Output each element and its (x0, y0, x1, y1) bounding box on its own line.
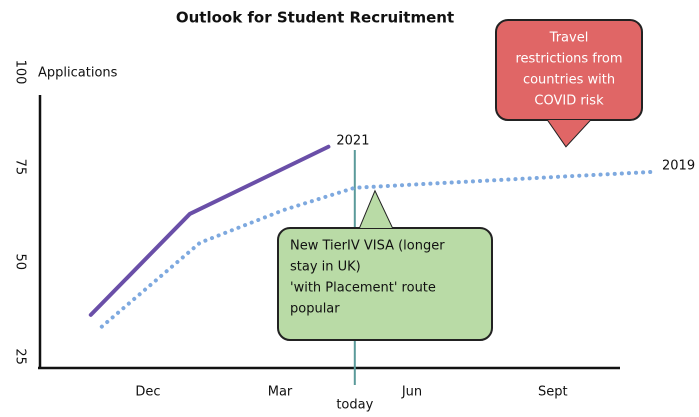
y-tick-label: 100 (13, 60, 28, 85)
callout-text: countries with (523, 73, 615, 88)
callout-text: 'with Placement' route (290, 281, 436, 296)
today-label: today (336, 398, 373, 413)
series-label: 2021 (336, 133, 369, 148)
x-tick-label: Mar (268, 385, 293, 400)
series-line (88, 144, 331, 317)
callout-text: popular (290, 302, 340, 317)
y-tick-label: 25 (13, 348, 28, 365)
series-label: 2019 (662, 158, 695, 173)
x-tick-label: Sept (538, 385, 568, 400)
y-axis-label: Applications (38, 66, 118, 81)
y-tick-label: 75 (13, 159, 28, 176)
x-tick-label: Dec (135, 385, 160, 400)
x-tick-label: Jun (401, 385, 422, 400)
callout-joint (548, 120, 590, 146)
callout-text: Travel (549, 31, 589, 46)
callout-text: New TierIV VISA (longer (290, 239, 445, 254)
callout-text: stay in UK) (290, 260, 361, 275)
callout-text: COVID risk (534, 94, 604, 109)
callout-text: restrictions from (515, 52, 622, 67)
chart-title: Outlook for Student Recruitment (176, 9, 454, 27)
y-tick-label: 50 (13, 253, 28, 270)
series-line (99, 169, 656, 329)
callout-joint (360, 192, 392, 228)
